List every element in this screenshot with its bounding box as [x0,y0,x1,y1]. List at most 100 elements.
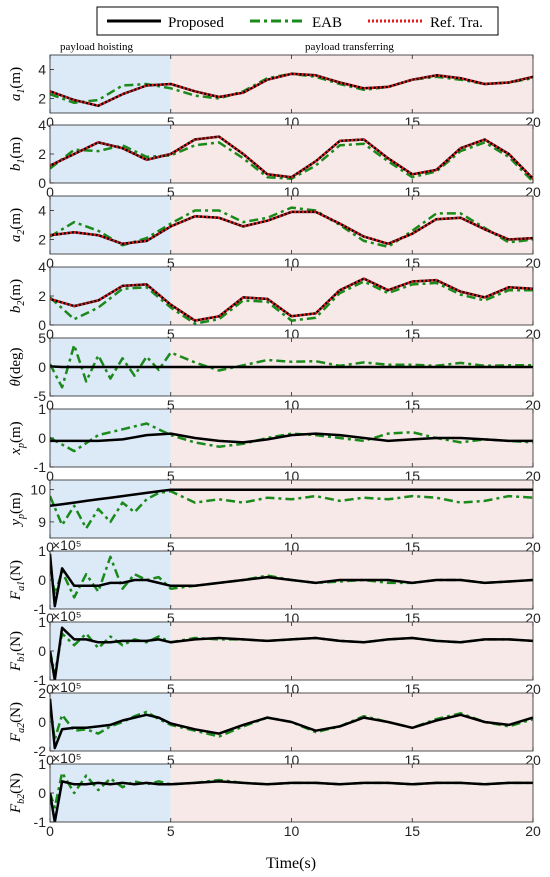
y-tick-label: 2 [38,91,46,107]
y-tick-label: 0 [38,572,46,588]
y-axis-label: Fb2(N) [8,773,27,814]
x-tick-label: 0 [46,326,54,342]
series-line-ref-tra [50,210,533,246]
series-line-proposed [50,780,533,822]
y-tick-label: 4 [38,62,46,78]
x-tick-label: 5 [167,539,175,555]
y-tick-label: 0 [38,317,46,333]
y-tick-label: -1 [34,814,47,830]
x-tick-label: 0 [46,184,54,200]
series-line-ref-tra [50,72,533,108]
x-axis-label: Time(s) [266,855,316,872]
series-line-proposed [50,432,533,444]
x-tick-label: 15 [404,823,420,839]
y-tick-label: -1 [34,672,47,688]
y-tick-label: 0 [38,359,46,375]
phase-region-transferring [170,622,533,680]
series-line-eab [50,490,533,530]
series-line-eab [50,141,533,183]
y-axis-label: xp(m) [8,421,27,455]
y-axis-label: θ(deg) [8,347,24,386]
y-tick-label: -1 [34,459,47,475]
y-tick-label: 0 [38,785,46,801]
phase-region-hoisting [50,622,171,680]
legend: Proposed EAB Ref. Tra. [96,6,499,36]
x-tick-label: 0 [46,114,54,130]
phase-label-hoisting: payload hoisting [60,41,134,53]
y-tick-label: 0 [38,175,46,191]
y-axis-label: yp(m) [8,492,27,527]
phase-region-transferring [170,55,533,113]
phase-region-transferring [170,764,533,822]
y-tick-label: 1 [38,614,46,630]
phase-region-hoisting [50,480,171,538]
y-tick-label: 10 [30,482,46,498]
y-tick-label: 2 [38,146,46,162]
y-tick-label: -2 [34,743,47,759]
y-tick-label: 2 [38,288,46,304]
x-tick-label: 10 [284,823,300,839]
series-line-ref-tra [50,135,533,180]
x-tick-label: 0 [46,397,54,413]
phase-region-hoisting [50,693,171,751]
x-tick-label: 5 [167,468,175,484]
y-axis-label: a1(m) [8,67,27,101]
y-tick-label: 1 [38,543,46,559]
series-line-proposed [50,626,533,680]
x-tick-label: 5 [167,752,175,768]
series-line-eab [50,280,533,325]
y-axis-label: b1(m) [8,137,27,171]
y-axis-label: b2(m) [8,279,27,313]
series-line-proposed [50,365,533,369]
x-tick-label: 5 [167,610,175,626]
y-tick-label: -5 [34,388,47,404]
phase-region-transferring [170,267,533,325]
y-exponent-label: ×10⁵ [52,608,82,624]
x-tick-label: 5 [167,255,175,271]
phase-region-hoisting [50,267,171,325]
y-tick-label: 1 [38,401,46,417]
phase-label-transferring: payload transferring [305,41,394,53]
phase-region-transferring [170,125,533,183]
y-tick-label: 5 [38,330,46,346]
y-tick-label: 4 [38,117,46,133]
y-axis-label: Fa1(N) [8,560,27,601]
x-tick-label: 0 [46,752,54,768]
y-axis-label: Fb1(N) [8,631,27,672]
phase-region-hoisting [50,764,171,822]
y-tick-label: 0 [38,714,46,730]
x-tick-label: 5 [167,184,175,200]
x-tick-label: 0 [46,681,54,697]
series-line-proposed [50,698,533,750]
legend-label-proposed: Proposed [168,15,224,31]
y-tick-label: 4 [38,203,46,219]
y-tick-label: -1 [34,601,47,617]
x-tick-label: 20 [525,823,541,839]
y-tick-label: 0 [38,643,46,659]
x-tick-label: 5 [167,326,175,342]
x-tick-label: 5 [167,681,175,697]
y-tick-label: 9 [38,514,46,530]
y-tick-label: 2 [38,685,46,701]
y-tick-label: 4 [38,259,46,275]
x-tick-label: 5 [167,823,175,839]
x-tick-label: 5 [167,397,175,413]
x-tick-label: 0 [46,255,54,271]
y-exponent-label: ×10⁵ [52,750,82,766]
x-tick-label: 0 [46,468,54,484]
series-line-proposed [50,277,533,322]
phase-region-transferring [170,196,533,254]
legend-label-eab: EAB [312,15,342,31]
